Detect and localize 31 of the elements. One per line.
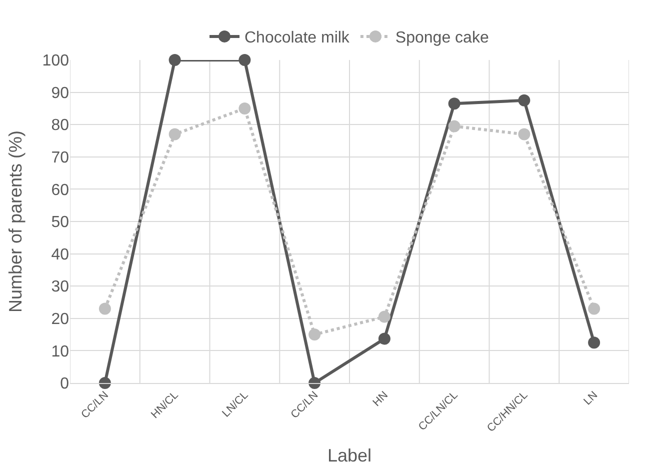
- point: [518, 128, 530, 140]
- y-tick-label: 0: [60, 376, 70, 393]
- y-tick-label: 30: [51, 278, 70, 296]
- y-tick-label: 40: [51, 246, 70, 264]
- y-tick-label: 70: [51, 150, 70, 166]
- x-axis-title: Label: [327, 446, 372, 466]
- point: [168, 54, 181, 66]
- legend-label: Sponge cake: [395, 30, 489, 47]
- y-axis-title: Number of parents (%): [5, 130, 26, 313]
- x-tick-label: LN: [582, 389, 600, 408]
- x-tick-label: HN: [370, 389, 390, 409]
- y-tick-label: 60: [51, 182, 70, 199]
- y-tick-label: 80: [51, 117, 70, 134]
- point: [448, 98, 460, 110]
- point: [168, 128, 181, 140]
- point: [308, 328, 321, 341]
- y-tick-label: 50: [51, 214, 70, 232]
- point: [518, 94, 530, 106]
- legend-label: Chocolate milk: [244, 30, 350, 47]
- point: [238, 54, 251, 66]
- point: [378, 310, 390, 323]
- point: [98, 302, 111, 315]
- point: [238, 102, 251, 114]
- y-tick-label: 20: [51, 311, 70, 328]
- y-tick-label: 100: [42, 52, 70, 70]
- point: [588, 302, 600, 315]
- point: [378, 332, 390, 345]
- point: [588, 336, 600, 349]
- point: [448, 120, 460, 132]
- y-tick-label: 10: [51, 343, 70, 360]
- y-tick-label: 90: [51, 84, 70, 102]
